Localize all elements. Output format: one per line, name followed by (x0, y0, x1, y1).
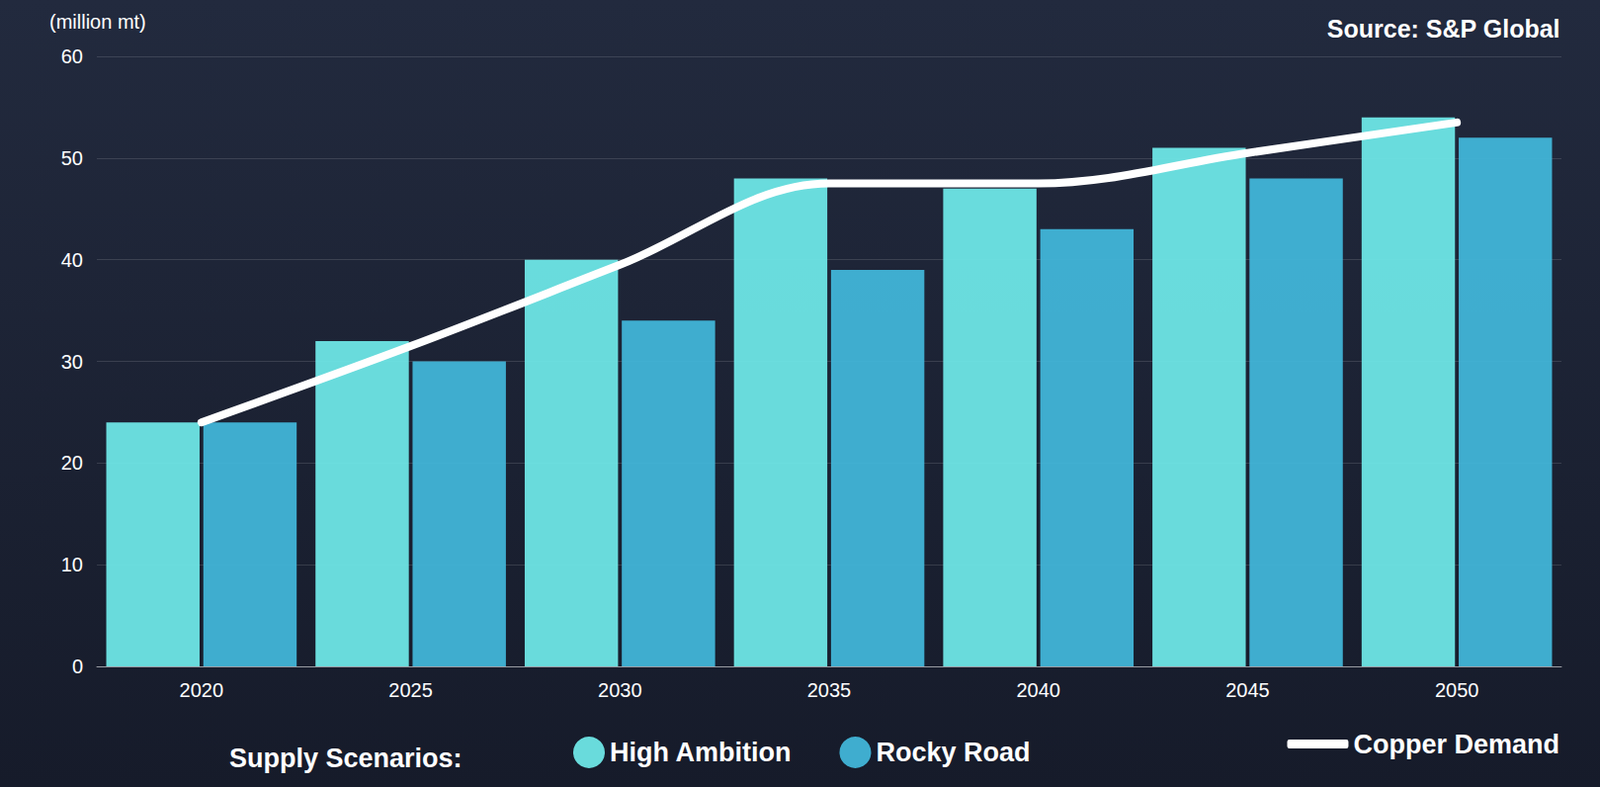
svg-text:50: 50 (61, 147, 84, 169)
svg-text:Rocky Road: Rocky Road (875, 737, 1030, 767)
svg-text:Supply Scenarios:: Supply Scenarios: (229, 743, 463, 773)
svg-text:2045: 2045 (1225, 678, 1270, 701)
svg-text:30: 30 (61, 350, 84, 373)
svg-text:2025: 2025 (388, 678, 433, 701)
svg-text:40: 40 (61, 249, 84, 271)
svg-text:60: 60 (61, 45, 84, 68)
svg-text:0: 0 (72, 655, 84, 677)
svg-text:2030: 2030 (597, 678, 643, 701)
svg-text:20: 20 (61, 451, 84, 474)
svg-text:Copper Demand: Copper Demand (1352, 729, 1560, 759)
svg-text:Source: S&P Global: Source: S&P Global (1327, 14, 1561, 43)
svg-text:10: 10 (61, 553, 84, 576)
svg-text:2020: 2020 (179, 678, 225, 701)
svg-text:2040: 2040 (1015, 678, 1061, 701)
svg-text:2035: 2035 (807, 678, 852, 701)
svg-text:2050: 2050 (1434, 678, 1480, 701)
svg-text:High Ambition: High Ambition (609, 737, 791, 767)
svg-text:(million mt): (million mt) (49, 10, 147, 33)
